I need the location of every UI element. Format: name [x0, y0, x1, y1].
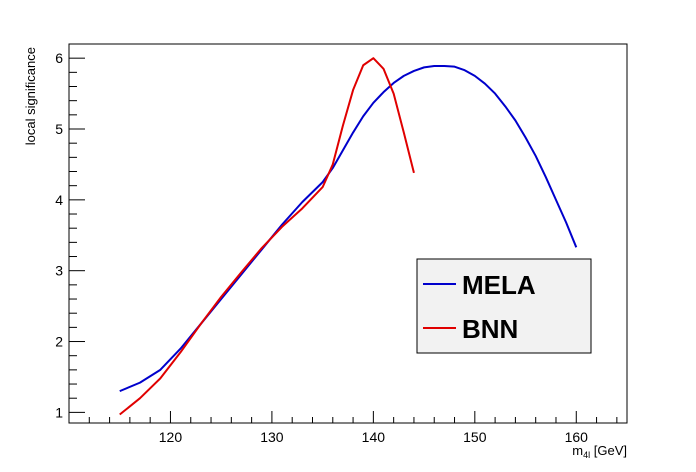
x-axis-title: m4l [GeV] [572, 443, 627, 460]
y-tick-label: 3 [55, 263, 63, 279]
legend-box [416, 258, 592, 354]
x-tick-label: 150 [463, 429, 487, 445]
axis-ticks [69, 43, 618, 423]
legend-label-mela: MELA [462, 270, 536, 300]
x-tick-label: 160 [565, 429, 589, 445]
y-tick-label: 5 [55, 121, 63, 137]
series-line-bnn [119, 57, 415, 416]
series-lines [119, 57, 578, 416]
series-line-mela [119, 64, 578, 393]
x-tick-label: 120 [159, 429, 183, 445]
x-tick-label: 140 [362, 429, 386, 445]
x-tick-label: 130 [260, 429, 284, 445]
y-tick-label: 2 [55, 334, 63, 350]
legend: MELA BNN [416, 258, 592, 354]
y-axis-title: local significance [23, 47, 38, 145]
plot-frame [68, 43, 628, 424]
legend-label-bnn: BNN [462, 314, 518, 344]
y-tick-label: 1 [55, 404, 63, 420]
y-tick-label: 4 [55, 192, 63, 208]
plot-area [68, 43, 628, 424]
tick-labels: 120 130 140 150 160 1 2 3 4 5 6 [55, 50, 588, 445]
y-tick-label: 6 [55, 50, 63, 66]
